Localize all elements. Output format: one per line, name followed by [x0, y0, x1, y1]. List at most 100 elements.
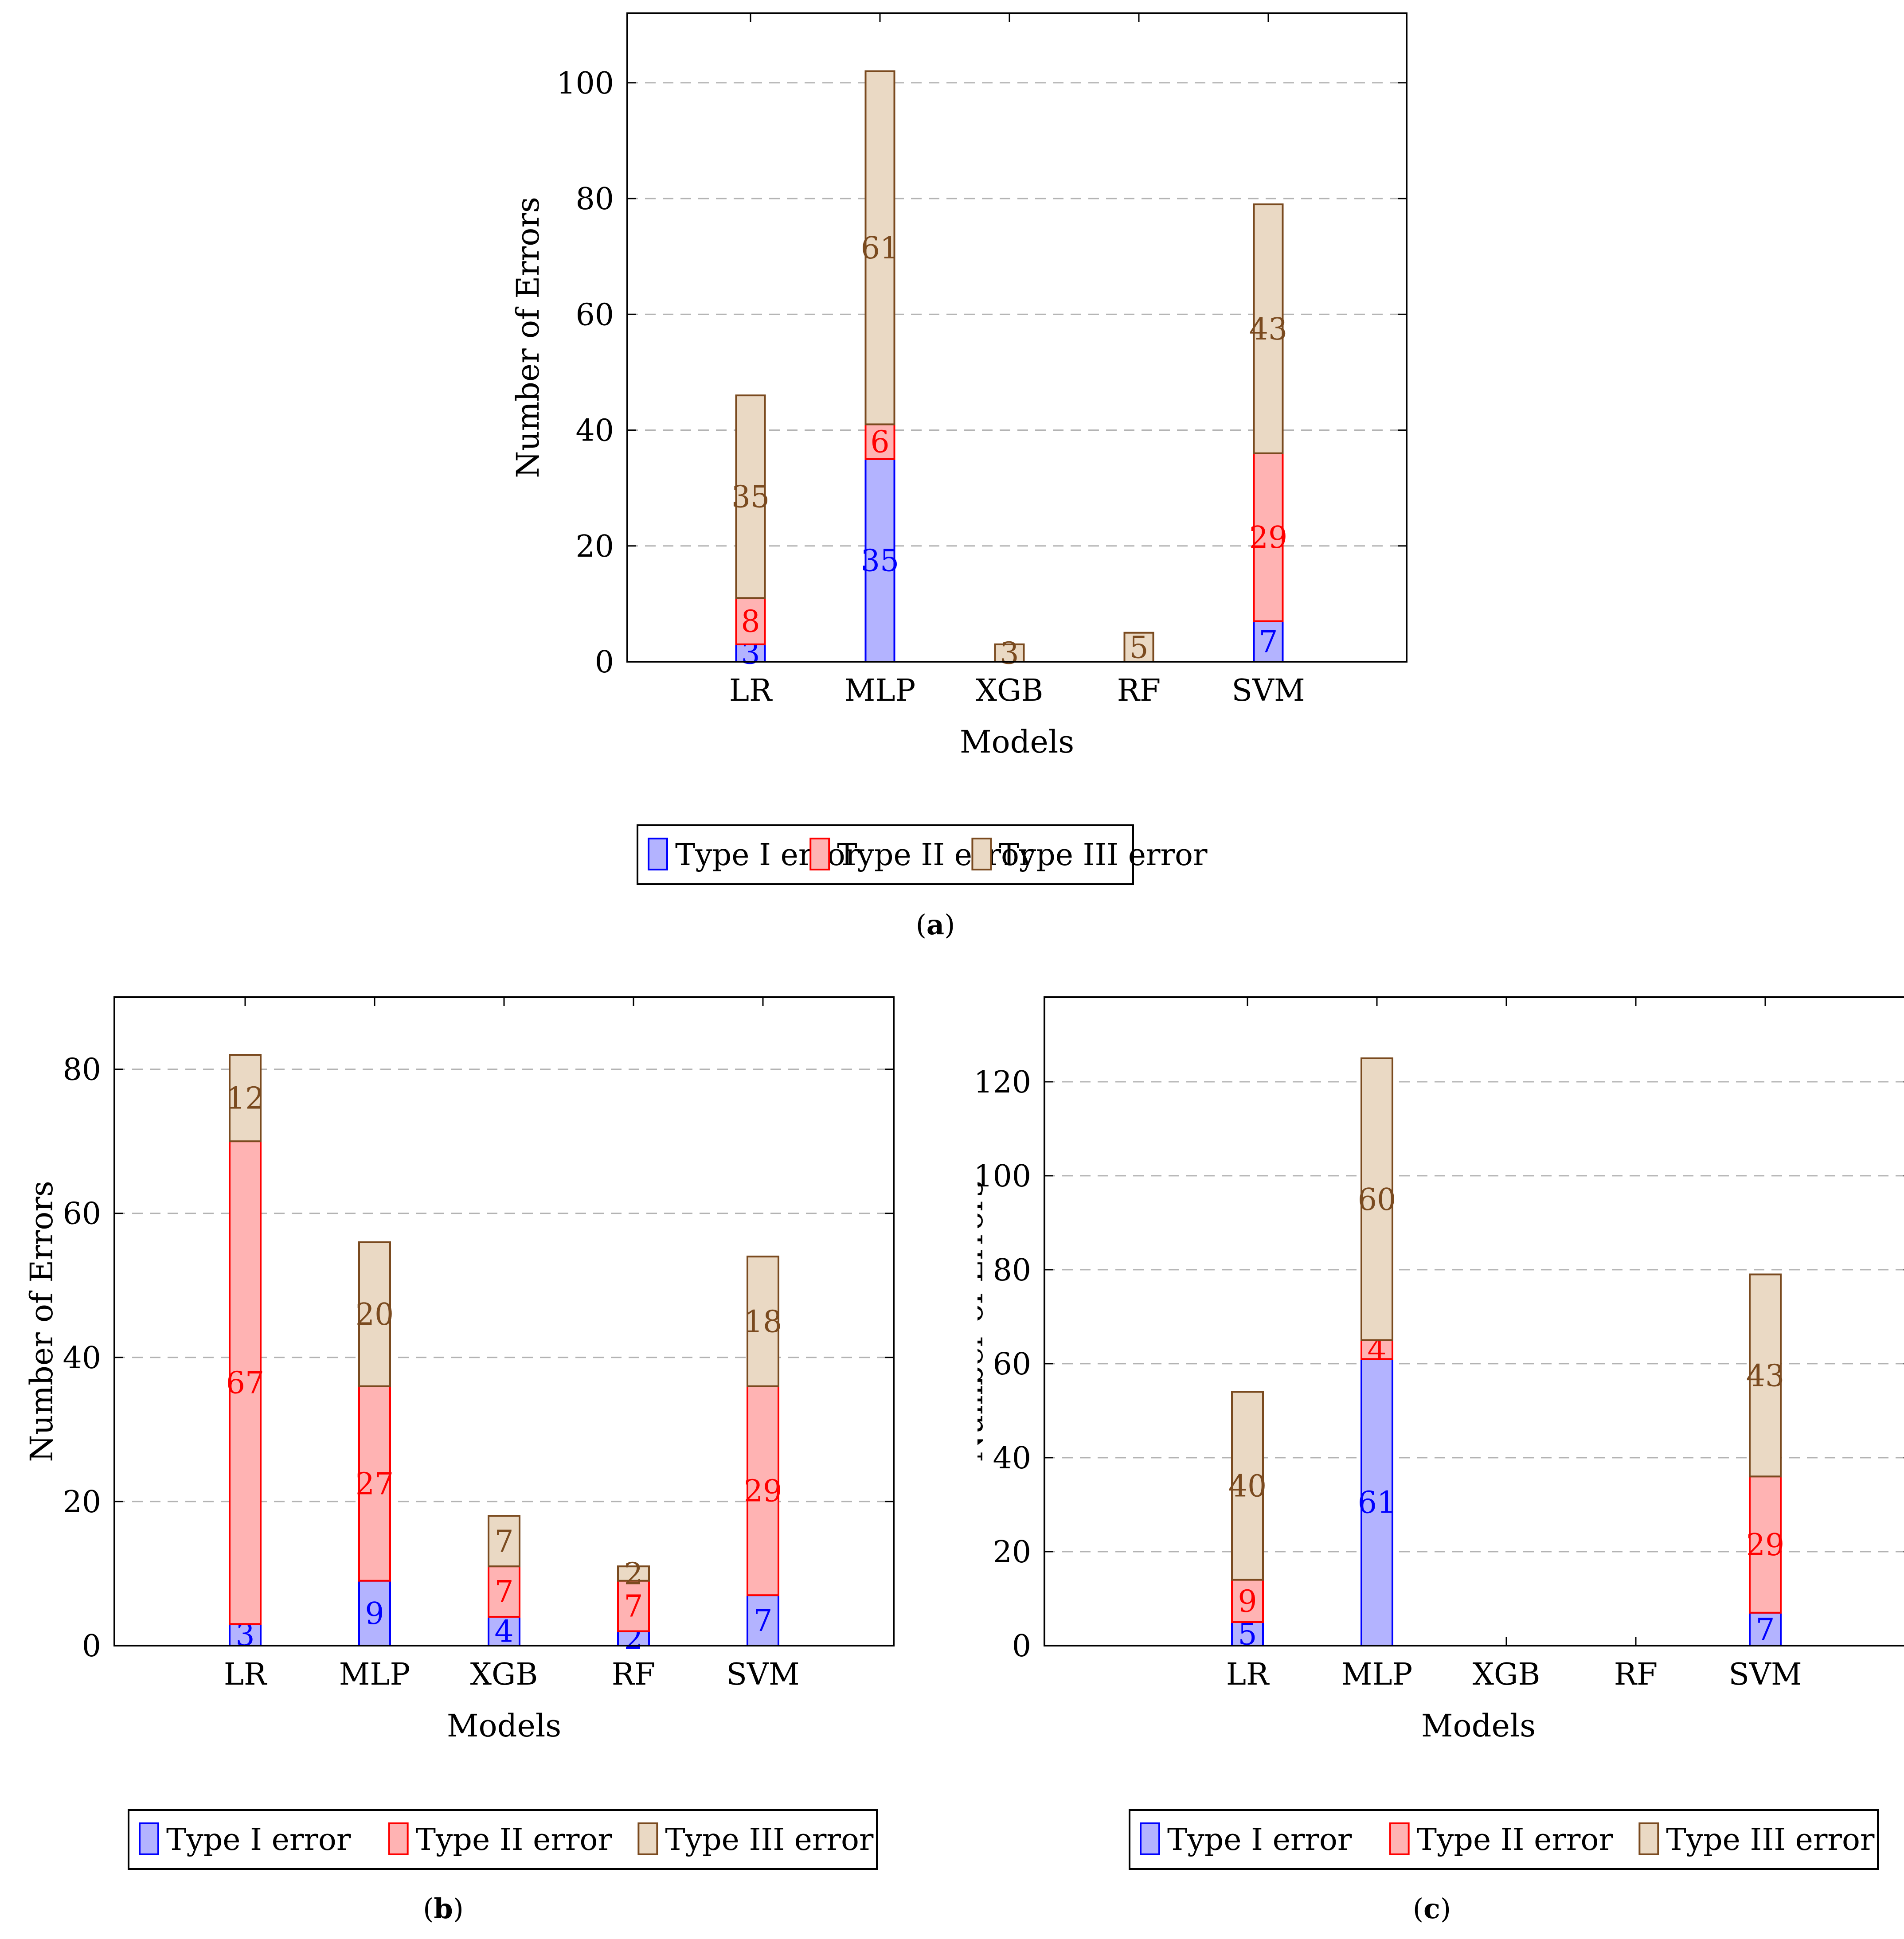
data-label: 20: [356, 1297, 394, 1332]
bar-segment: [1231, 1621, 1264, 1647]
legend-swatch: [648, 838, 668, 870]
legend-label: Type II error: [416, 1822, 613, 1857]
y-tick-label: 80: [993, 1253, 1031, 1288]
data-label: 7: [494, 1524, 513, 1559]
bar-segment: [358, 1241, 391, 1387]
bar-segment: [735, 597, 766, 645]
bar-segment: [1361, 1057, 1393, 1341]
x-tick-label: SVM: [726, 1657, 799, 1692]
legend-swatch: [388, 1822, 409, 1855]
bar-segment: [864, 423, 895, 460]
bar-segment: [1253, 203, 1284, 454]
plot-frame: [626, 12, 1407, 663]
legend-label: Type III error: [1666, 1822, 1875, 1857]
bar-segment: [1253, 452, 1284, 622]
bar-segment: [1231, 1391, 1264, 1581]
plot-frame: [1044, 996, 1904, 1646]
y-axis-label: Number of Errors: [23, 1181, 60, 1462]
y-tick-label: 60: [63, 1197, 101, 1232]
legend-label: Type I error: [166, 1822, 351, 1857]
legend-label: Type I error: [675, 838, 860, 873]
data-label: 35: [731, 480, 770, 515]
data-label: 29: [744, 1474, 782, 1509]
bar-segment: [229, 1140, 262, 1625]
y-axis-label: Number of Errors: [510, 197, 546, 478]
bar-segment: [1749, 1475, 1782, 1614]
x-tick-label: RF: [1614, 1657, 1658, 1692]
x-axis-label: Models: [1421, 1708, 1536, 1744]
data-label: 61: [1358, 1486, 1396, 1521]
x-axis-label: Models: [447, 1708, 561, 1744]
data-label: 29: [1746, 1528, 1785, 1563]
data-label: 43: [1746, 1358, 1785, 1393]
bar-segment: [994, 643, 1025, 663]
data-label: 3: [1000, 636, 1019, 671]
data-label: 5: [1129, 630, 1148, 665]
legend-label: Type I error: [1167, 1822, 1352, 1857]
x-tick-label: LR: [224, 1657, 267, 1692]
y-tick-label: 60: [575, 297, 614, 332]
data-label: 7: [494, 1575, 513, 1610]
caption-b: (b): [423, 1892, 464, 1925]
y-axis-label: Number of Errors: [977, 1181, 990, 1462]
legend-swatch: [637, 1822, 658, 1855]
y-tick-label: 40: [993, 1441, 1031, 1476]
x-tick-label: SVM: [1728, 1657, 1802, 1692]
legend-swatch: [809, 838, 830, 870]
data-label: 35: [861, 543, 899, 578]
data-label: 4: [494, 1614, 513, 1649]
y-tick-label: 20: [63, 1485, 101, 1520]
bar-segment: [1231, 1579, 1264, 1623]
data-label: 61: [861, 231, 899, 266]
y-tick-label: 120: [977, 1065, 1031, 1100]
y-tick-label: 80: [63, 1053, 101, 1088]
legend-swatch: [1140, 1822, 1160, 1855]
caption-a-letter: a: [926, 909, 945, 941]
legend-label: Type III error: [999, 838, 1208, 873]
y-tick-label: 20: [575, 529, 614, 564]
data-label: 18: [744, 1305, 782, 1340]
caption-b-letter: b: [434, 1892, 453, 1925]
x-tick-label: XGB: [976, 673, 1044, 708]
x-axis-label: Models: [960, 724, 1074, 760]
bar-segment: [617, 1565, 650, 1582]
x-tick-label: RF: [1117, 673, 1161, 708]
chart-a: 020406080100LR3835MLP35661XGB3RF5SVM7294…: [510, 12, 1407, 885]
x-tick-label: LR: [729, 673, 773, 708]
legend-swatch: [1638, 1822, 1659, 1855]
bar-segment: [1749, 1273, 1782, 1478]
plot-frame: [113, 996, 895, 1646]
legend-box: [1129, 1809, 1879, 1870]
caption-c-letter: c: [1423, 1892, 1440, 1925]
bar-segment: [488, 1615, 520, 1647]
data-label: 6: [870, 425, 889, 460]
bar-segment: [488, 1515, 520, 1568]
y-tick-label: 60: [993, 1347, 1031, 1382]
data-label: 67: [226, 1366, 265, 1401]
legend-box: [637, 824, 1134, 885]
bar-segment: [1361, 1358, 1393, 1646]
x-tick-label: RF: [612, 1657, 655, 1692]
x-tick-label: XGB: [1473, 1657, 1540, 1692]
bar-segment: [747, 1385, 779, 1596]
y-tick-label: 100: [977, 1159, 1031, 1194]
bar-segment: [864, 70, 895, 425]
bar-segment: [735, 394, 766, 599]
y-tick-label: 20: [993, 1535, 1031, 1570]
data-label: 43: [1249, 312, 1288, 347]
y-tick-label: 0: [595, 645, 614, 680]
legend-swatch: [139, 1822, 159, 1855]
bar-segment: [229, 1054, 262, 1143]
chart-b: 020406080LR36712MLP92720XGB477RF272SVM72…: [23, 996, 895, 1870]
data-label: 60: [1358, 1182, 1396, 1217]
x-tick-label: SVM: [1232, 673, 1305, 708]
legend-swatch: [971, 838, 992, 870]
data-label: 7: [624, 1589, 643, 1624]
data-label: 9: [1238, 1584, 1257, 1619]
data-label: 2: [624, 1557, 643, 1592]
data-label: 27: [356, 1467, 394, 1502]
legend-label: Type II error: [1417, 1822, 1614, 1857]
y-tick-label: 80: [575, 182, 614, 217]
